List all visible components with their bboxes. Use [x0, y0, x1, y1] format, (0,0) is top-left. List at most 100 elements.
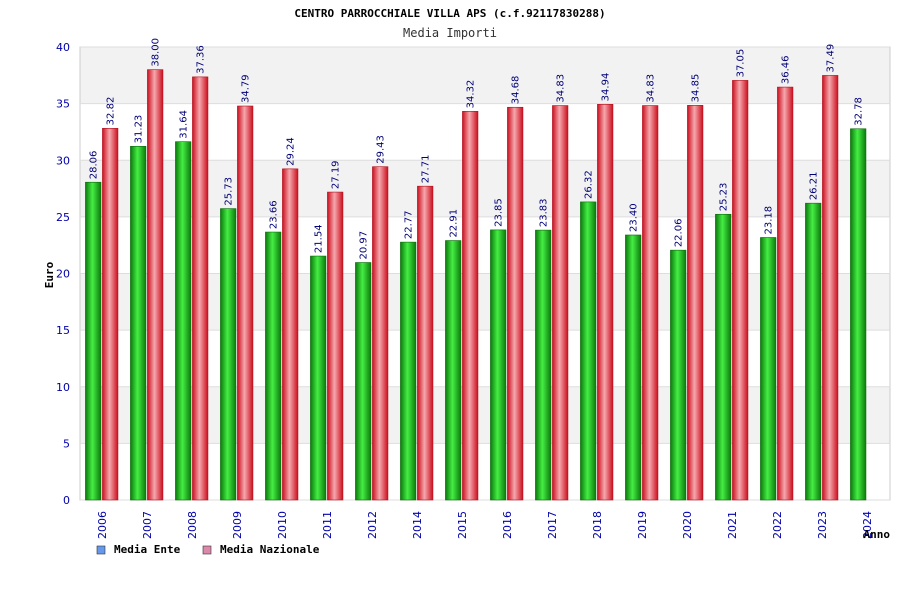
- bar-media-nazionale: [102, 128, 119, 501]
- data-label: 26.21: [809, 172, 820, 201]
- data-label: 22.77: [404, 210, 415, 239]
- data-label: 31.23: [134, 115, 145, 144]
- bar-media-ente: [220, 208, 237, 501]
- data-label: 27.71: [421, 155, 432, 184]
- x-tick-label: 2012: [366, 511, 379, 539]
- data-label: 34.83: [646, 74, 657, 103]
- plot-band: [80, 330, 890, 387]
- bar-media-ente: [760, 237, 777, 501]
- data-label: 28.06: [89, 151, 100, 180]
- data-label: 34.68: [511, 76, 522, 105]
- y-tick-label: 40: [56, 41, 70, 54]
- bar-media-ente: [85, 181, 102, 501]
- bar-media-nazionale: [237, 105, 254, 501]
- x-axis-label: Anno: [864, 528, 891, 541]
- grid-lines: [80, 46, 890, 501]
- x-tick-label: 2021: [726, 511, 739, 539]
- legend: Media Ente Media Nazionale: [96, 543, 320, 556]
- legend-label: Media Nazionale: [220, 543, 320, 556]
- bar-media-nazionale: [777, 86, 794, 501]
- data-label: 37.49: [826, 44, 837, 73]
- bars: [85, 69, 867, 501]
- bar-media-nazionale: [462, 111, 479, 501]
- bar-media-ente: [445, 240, 462, 501]
- x-tick-label: 2015: [456, 511, 469, 539]
- plot-band: [80, 160, 890, 217]
- x-tick-label: 2022: [771, 511, 784, 539]
- bar-media-ente: [580, 201, 597, 501]
- bar-media-ente: [625, 234, 642, 501]
- x-tick-label: 2007: [141, 511, 154, 539]
- bar-media-ente: [355, 262, 372, 501]
- plot-band: [80, 443, 890, 500]
- data-label: 20.97: [359, 231, 370, 260]
- data-label: 34.32: [466, 80, 477, 109]
- y-tick-label: 5: [63, 437, 70, 450]
- x-tick-label: 2016: [501, 511, 514, 539]
- bar-media-ente: [310, 255, 327, 501]
- bar-media-nazionale: [372, 166, 389, 501]
- data-label: 23.18: [764, 206, 775, 235]
- data-label: 34.94: [601, 73, 612, 102]
- bar-media-nazionale: [552, 105, 569, 501]
- data-label: 26.32: [584, 170, 595, 199]
- bar-media-ente: [805, 202, 822, 501]
- x-tick-label: 2023: [816, 511, 829, 539]
- bar-media-nazionale: [732, 80, 749, 501]
- legend-swatch: [202, 545, 212, 555]
- bar-media-ente: [535, 229, 552, 501]
- data-label: 29.43: [376, 135, 387, 164]
- data-label: 22.91: [449, 209, 460, 238]
- bar-media-nazionale: [597, 104, 614, 501]
- y-tick-label: 0: [63, 494, 70, 507]
- plot-band: [80, 47, 890, 104]
- bar-media-nazionale: [822, 75, 839, 501]
- bar-media-nazionale: [642, 105, 659, 501]
- data-label: 23.40: [629, 203, 640, 232]
- bar-media-nazionale: [687, 105, 704, 501]
- legend-swatch: [96, 545, 106, 555]
- y-tick-label: 25: [56, 211, 70, 224]
- data-label: 31.64: [179, 110, 190, 139]
- x-tick-label: 2009: [231, 511, 244, 539]
- x-tick-label: 2011: [321, 511, 334, 539]
- y-tick-label: 10: [56, 381, 70, 394]
- data-label: 37.36: [196, 45, 207, 74]
- data-label: 21.54: [314, 224, 325, 253]
- y-tick-label: 35: [56, 98, 70, 111]
- legend-label: Media Ente: [114, 543, 181, 556]
- data-label: 23.83: [539, 198, 550, 227]
- data-label: 36.46: [781, 55, 792, 84]
- bar-media-ente: [670, 249, 687, 501]
- plot-band: [80, 273, 890, 331]
- data-label: 34.83: [556, 74, 567, 103]
- data-label: 25.23: [719, 183, 730, 212]
- chart-subtitle: Media Importi: [403, 26, 497, 40]
- plot-background: [79, 46, 891, 501]
- data-label: 25.73: [224, 177, 235, 206]
- bar-media-ente: [400, 241, 417, 501]
- bar-media-nazionale: [507, 106, 524, 501]
- x-tick-label: 2014: [411, 511, 424, 539]
- y-tick-label: 20: [56, 268, 70, 281]
- bar-media-ente: [715, 213, 732, 501]
- chart-title: CENTRO PARROCCHIALE VILLA APS (c.f.92117…: [294, 7, 605, 20]
- y-tick-label: 30: [56, 154, 70, 167]
- bar-media-nazionale: [147, 69, 164, 501]
- data-label: 38.00: [151, 38, 162, 67]
- bar-media-nazionale: [282, 168, 299, 501]
- data-label: 23.66: [269, 200, 280, 229]
- x-tick-label: 2018: [591, 511, 604, 539]
- bar-media-ente: [490, 229, 507, 501]
- data-label: 32.78: [854, 97, 865, 126]
- plot-band: [80, 386, 890, 444]
- data-label: 27.19: [331, 160, 342, 189]
- x-tick-label: 2008: [186, 511, 199, 539]
- plot-band: [80, 216, 890, 274]
- data-labels: 28.06 32.82 31.23 38.00 31.64 37.36 25.73 34.79…: [89, 38, 865, 260]
- x-tick-label: 2010: [276, 511, 289, 539]
- x-tick-label: 2024: [861, 511, 874, 539]
- y-axis-ticks: 0 5 10 15 20 25 30 35 40: [56, 41, 70, 507]
- data-label: 29.24: [286, 137, 297, 166]
